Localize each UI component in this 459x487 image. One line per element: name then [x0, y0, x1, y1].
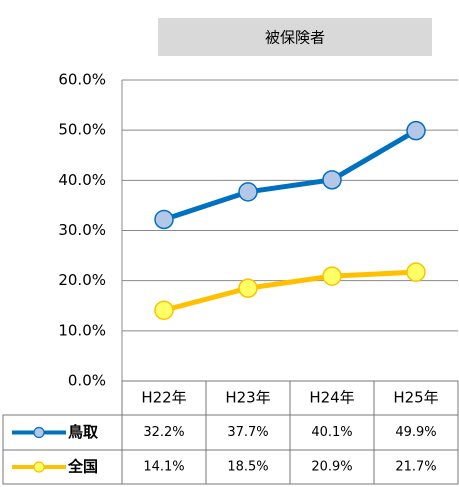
y-tick-label: 60.0% — [58, 71, 106, 89]
x-tick-label: H25年 — [393, 389, 438, 407]
point — [238, 182, 258, 202]
y-tick-label: 10.0% — [58, 321, 106, 339]
chart-title: 被保険者 — [265, 29, 325, 47]
y-tick-label: 50.0% — [58, 121, 106, 139]
table-cell: 32.2% — [143, 425, 184, 440]
point — [406, 120, 426, 141]
table-cell: 14.1% — [143, 460, 184, 475]
x-tick-label: H22年 — [141, 389, 186, 407]
table-cell: 37.7% — [227, 425, 268, 440]
title-box — [158, 18, 432, 56]
table-cell: 20.9% — [311, 460, 352, 475]
legend-marker — [33, 426, 45, 439]
point — [322, 170, 342, 190]
point — [154, 300, 174, 321]
y-tick-label: 40.0% — [58, 171, 106, 189]
point — [238, 278, 258, 298]
legend-label: 全国 — [67, 458, 98, 476]
y-tick-label: 30.0% — [58, 221, 106, 239]
table-cell: 49.9% — [395, 425, 436, 440]
point — [154, 209, 174, 230]
series-line — [163, 269, 417, 313]
table-cell: 40.1% — [311, 425, 352, 440]
legend-marker — [33, 461, 45, 473]
table-cell: 18.5% — [227, 460, 268, 475]
series-line — [163, 128, 418, 222]
table-cell: 21.7% — [395, 460, 436, 475]
y-tick-label: 0.0% — [68, 372, 106, 390]
x-tick-label: H23年 — [225, 389, 270, 407]
point — [406, 262, 426, 282]
x-tick-label: H24年 — [309, 389, 354, 407]
y-tick-label: 20.0% — [58, 271, 106, 289]
legend-label: 鳥取 — [68, 423, 99, 441]
point — [322, 266, 342, 286]
